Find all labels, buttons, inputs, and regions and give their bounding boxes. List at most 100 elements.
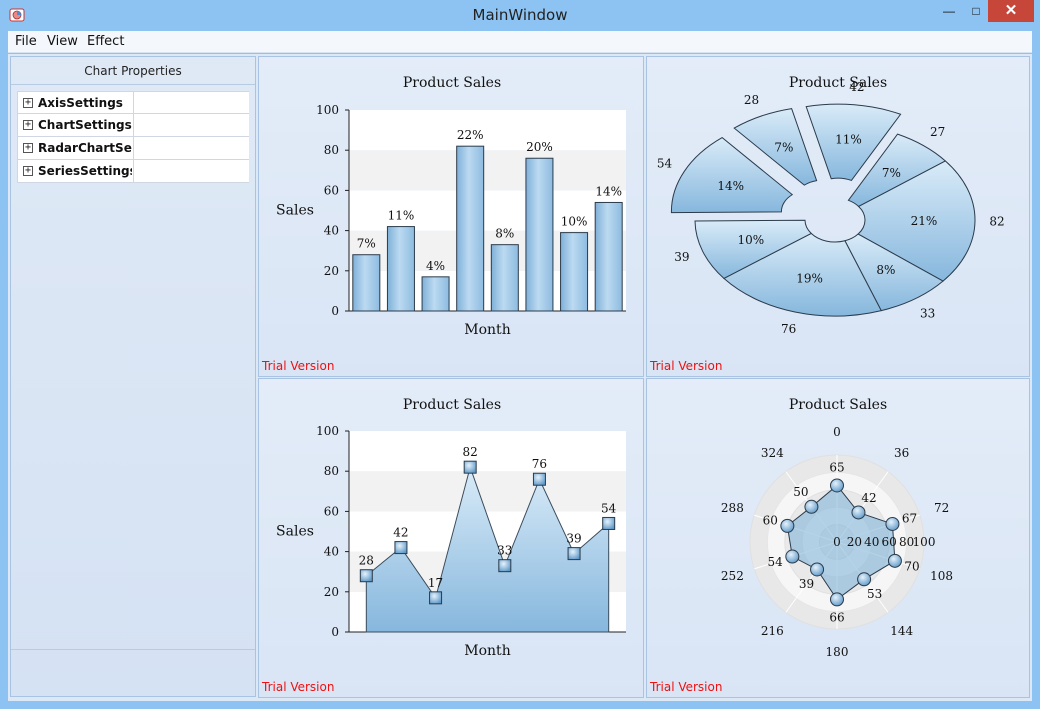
area-data-label: 28 [359,554,374,568]
pie-percent-label: 10% [738,233,765,247]
pie-value-label: 76 [781,322,796,336]
area-marker [394,541,408,555]
pie-slice [857,160,976,282]
maximize-button[interactable]: □ [972,4,980,18]
radar-angle-label: 144 [890,624,913,638]
y-tick-label: 20 [324,264,339,278]
radar-angle-label: 252 [721,569,744,583]
area-data-label: 54 [601,501,617,515]
pie-percent-label: 19% [796,271,823,285]
pie-value-label: 33 [920,307,935,321]
pie-value-label: 27 [930,125,945,139]
radar-radius-tick: 40 [864,535,879,549]
pie-percent-label: 7% [882,166,901,180]
menu-view[interactable]: View [47,34,78,49]
chart-title: Product Sales [789,397,887,413]
pie-chart: Product Sales 7% 28 11% 42 7% 27 21% 82 8% 33 19% 76… [657,75,1005,336]
area-marker [429,591,443,605]
radar-chart: Product Sales 0 36 72 108 144 180 216 252 288 324 0… [721,397,953,659]
radar-angle-label: 0 [833,425,841,439]
expand-icon[interactable]: + [23,119,33,130]
property-row-radar-chart-settings[interactable]: + RadarChartSettings [17,137,249,160]
pie-slice [670,137,794,214]
property-row-axis-settings[interactable]: + AxisSettings [17,91,249,115]
bar [490,244,519,312]
plot-band [349,431,626,472]
expand-icon[interactable]: + [23,165,33,176]
expand-icon[interactable]: + [23,142,33,153]
area-chart: Product Sales 0 20 40 60 80 100 Sales Month 28 42 1… [276,397,626,659]
y-tick-label: 20 [324,585,339,599]
radar-angle-label: 72 [934,501,949,515]
x-axis-label: Month [464,322,510,338]
area-data-label: 82 [463,445,478,459]
pie-slice [847,133,947,208]
pie-slice [844,233,944,312]
radar-marker [785,549,800,564]
pie-value-label: 42 [849,80,864,94]
chart-title: Product Sales [789,75,887,91]
radar-angle-label: 216 [761,624,784,638]
chart-properties-panel: Chart Properties + AxisSettings + ChartS… [10,56,256,697]
bar [594,201,623,312]
trial-version-label: Trial Version [650,680,723,694]
radar-radius-tick: 20 [847,535,862,549]
column-divider [133,137,134,160]
pie-slice [694,219,813,280]
radar-data-label: 60 [763,513,778,527]
plot-band [349,110,626,151]
radar-radius-tick: 60 [882,535,897,549]
property-row-series-settings[interactable]: + SeriesSettings [17,160,249,183]
trial-version-label: Trial Version [262,680,335,694]
radar-marker [857,572,872,587]
radar-marker [830,478,844,493]
property-row-chart-settings[interactable]: + ChartSettings [17,114,249,137]
pie-value-label: 28 [744,93,759,107]
radar-angle-label: 180 [826,645,849,659]
pie-slice [723,232,882,317]
radar-angle-label: 108 [930,569,953,583]
bar-data-label: 7% [357,237,376,251]
area-marker [498,559,512,573]
menu-effect[interactable]: Effect [87,34,125,49]
radar-chart-panel: Product Sales 0 36 72 108 144 180 216 252 288 324 0… [646,378,1030,698]
y-tick-label: 100 [316,424,339,438]
bar [421,276,450,312]
pie-chart-panel: Product Sales 7% 28 11% 42 7% 27 21% 82 8% 33 19% 76… [646,56,1030,377]
plot-band [349,150,626,191]
radar-angle-label: 324 [761,446,784,460]
minimize-button[interactable]: — [943,4,955,18]
radar-radius-tick: 0 [833,535,841,549]
radar-marker [851,505,866,520]
radar-radius-tick: 80 [899,535,914,549]
property-label: ChartSettings [38,118,132,132]
bar-data-label: 11% [388,209,415,223]
window-title: MainWindow [472,6,568,24]
property-label: SeriesSettings [38,164,132,178]
pie-value-label: 82 [989,215,1004,229]
client-area: Chart Properties + AxisSettings + ChartS… [8,54,1032,701]
column-divider [133,160,134,183]
bar-data-label: 8% [495,227,514,241]
pie-slice [733,108,818,186]
y-tick-label: 0 [331,304,339,318]
y-axis-label: Sales [276,524,314,540]
menu-file[interactable]: File [15,34,37,49]
y-axis-label: Sales [276,203,314,219]
area-data-label: 42 [393,526,408,540]
radar-angle-label: 288 [721,501,744,515]
chart-title: Product Sales [403,397,501,413]
radar-data-label: 70 [904,559,919,573]
area-marker [463,460,477,474]
pie-percent-label: 21% [911,214,938,228]
expand-icon[interactable]: + [23,97,33,108]
pie-value-label: 39 [674,250,689,264]
radar-data-label: 65 [829,460,844,474]
app-icon [9,8,25,22]
radar-marker [887,553,902,568]
close-button[interactable]: ✕ [988,0,1034,22]
bar-chart-panel: Product Sales 0 20 40 60 80 100 Sales Month 7% 11%… [258,56,644,377]
property-grid: + AxisSettings + ChartSettings + RadarCh… [17,91,249,183]
bar-data-label: 20% [526,140,553,154]
y-tick-label: 40 [324,545,339,559]
